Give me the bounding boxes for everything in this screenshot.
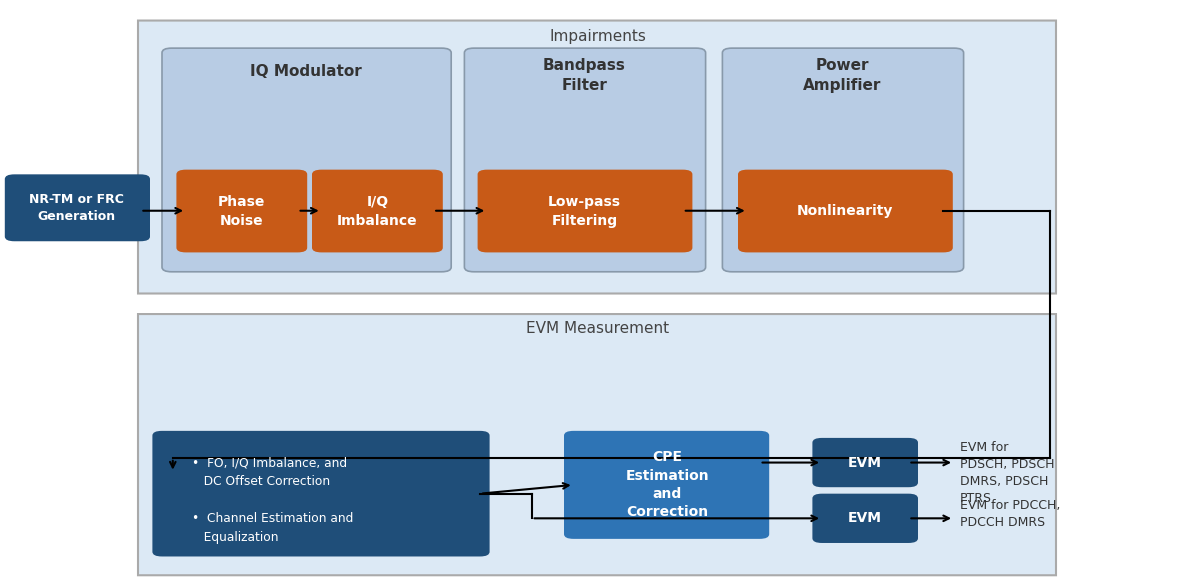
Text: I/Q
Imbalance: I/Q Imbalance xyxy=(337,195,418,228)
FancyBboxPatch shape xyxy=(138,314,1056,575)
Text: EVM: EVM xyxy=(848,511,882,525)
FancyBboxPatch shape xyxy=(738,170,953,252)
Text: Bandpass
Filter: Bandpass Filter xyxy=(542,58,626,93)
Text: CPE
Estimation
and
Correction: CPE Estimation and Correction xyxy=(625,450,709,519)
FancyBboxPatch shape xyxy=(176,170,307,252)
Text: NR-TM or FRC
Generation: NR-TM or FRC Generation xyxy=(29,193,125,223)
FancyBboxPatch shape xyxy=(812,438,918,487)
Text: EVM Measurement: EVM Measurement xyxy=(526,321,670,336)
Text: EVM: EVM xyxy=(848,456,882,470)
Text: Phase
Noise: Phase Noise xyxy=(218,195,265,228)
Text: Nonlinearity: Nonlinearity xyxy=(797,204,893,218)
Text: Low-pass
Filtering: Low-pass Filtering xyxy=(548,195,620,228)
Text: Impairments: Impairments xyxy=(550,29,646,44)
FancyBboxPatch shape xyxy=(722,48,964,272)
Text: EVM for
PDSCH, PDSCH
DMRS, PDSCH
PTRS: EVM for PDSCH, PDSCH DMRS, PDSCH PTRS xyxy=(960,441,1055,505)
FancyBboxPatch shape xyxy=(5,174,150,241)
FancyBboxPatch shape xyxy=(564,431,769,539)
Text: •  FO, I/Q Imbalance, and
   DC Offset Correction

•  Channel Estimation and
   : • FO, I/Q Imbalance, and DC Offset Corre… xyxy=(192,457,353,544)
Text: Power
Amplifier: Power Amplifier xyxy=(803,58,882,93)
FancyBboxPatch shape xyxy=(812,494,918,543)
FancyBboxPatch shape xyxy=(152,431,490,556)
FancyBboxPatch shape xyxy=(312,170,443,252)
FancyBboxPatch shape xyxy=(138,21,1056,294)
FancyBboxPatch shape xyxy=(478,170,692,252)
FancyBboxPatch shape xyxy=(464,48,706,272)
FancyBboxPatch shape xyxy=(162,48,451,272)
Text: EVM for PDCCH,
PDCCH DMRS: EVM for PDCCH, PDCCH DMRS xyxy=(960,499,1061,529)
Text: IQ Modulator: IQ Modulator xyxy=(250,64,362,79)
